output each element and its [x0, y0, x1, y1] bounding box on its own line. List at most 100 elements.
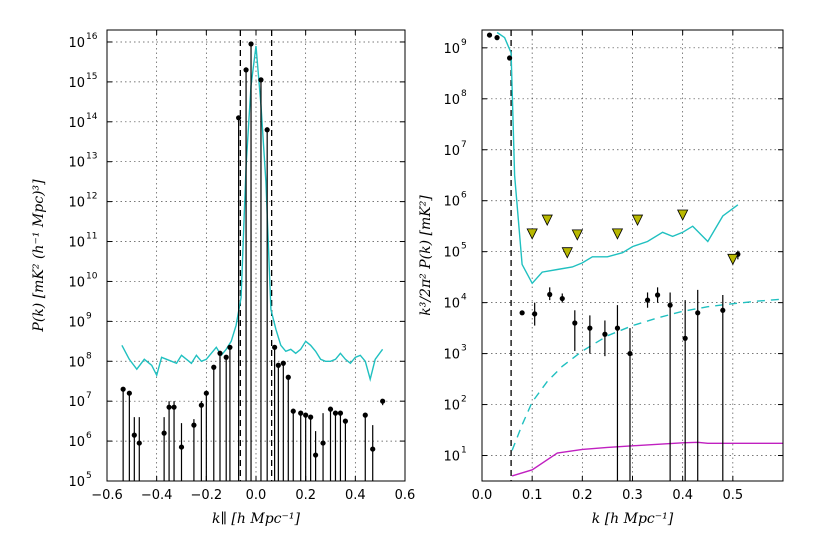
y-tick-exponent: 7 — [86, 391, 92, 401]
series-noise-dashed — [511, 298, 783, 451]
upper-limit-marker — [541, 214, 553, 226]
data-point — [298, 410, 304, 416]
data-point — [627, 350, 633, 357]
data-point — [380, 398, 386, 404]
data-point — [308, 414, 314, 420]
data-point — [547, 291, 553, 298]
x-tick-label: 0.6 — [395, 488, 416, 503]
y-tick-exponent: 1 — [461, 446, 467, 456]
data-point — [126, 390, 132, 396]
data-point — [198, 402, 204, 408]
data-point — [166, 404, 172, 410]
data-point — [272, 344, 278, 350]
data-point — [248, 41, 254, 47]
data-point — [258, 77, 264, 83]
data-point — [191, 422, 197, 428]
data-point — [572, 320, 578, 326]
data-point — [337, 410, 344, 416]
y-tick-label: 10 — [443, 297, 460, 312]
data-point — [506, 55, 513, 61]
y-axis-label: P(k) [mK² (h⁻¹ Mpc)³] — [31, 179, 47, 333]
upper-limit-marker — [727, 253, 739, 266]
y-tick-label: 10 — [68, 315, 85, 330]
y-tick-label: 10 — [68, 36, 85, 51]
upper-limit-marker — [561, 247, 573, 259]
x-tick-label: 0.2 — [572, 488, 593, 503]
data-point — [532, 311, 538, 317]
data-point — [203, 390, 209, 396]
y-tick-label: 10 — [68, 236, 85, 251]
x-tick-label: 0.3 — [622, 488, 643, 503]
y-tick-exponent: 7 — [461, 140, 467, 150]
series-theory — [511, 441, 783, 477]
data-point — [667, 302, 673, 308]
x-tick-label: −0.6 — [91, 488, 123, 503]
data-point — [559, 295, 565, 302]
y-tick-exponent: 11 — [86, 232, 97, 242]
upper-limit-marker — [571, 229, 583, 241]
plot-area — [120, 30, 386, 481]
x-tick-label: 0.1 — [522, 488, 543, 503]
y-tick-label: 10 — [68, 355, 85, 370]
data-point — [171, 404, 177, 410]
y-tick-exponent: 12 — [86, 192, 97, 202]
upper-limit-marker — [526, 228, 538, 240]
y-tick-label: 10 — [68, 196, 85, 211]
data-point — [303, 412, 309, 418]
left-panel-power-spectrum-kpar: −0.6 −0.4 −0.2 0.0 0.2 0.4 0.610 510 610 710 810 91… — [31, 29, 416, 527]
y-tick-exponent: 3 — [461, 344, 467, 354]
y-tick-exponent: 15 — [86, 72, 97, 82]
data-point — [285, 374, 291, 380]
data-point — [227, 344, 233, 350]
y-tick-exponent: 5 — [461, 242, 467, 252]
data-point — [313, 452, 319, 458]
y-tick-exponent: 9 — [461, 38, 467, 48]
data-point — [332, 410, 339, 416]
upper-limit-marker — [677, 209, 689, 221]
y-tick-label: 10 — [443, 144, 460, 159]
series-noise — [121, 45, 384, 382]
data-point — [280, 360, 286, 366]
x-tick-label: 0.4 — [345, 488, 366, 503]
data-point — [236, 115, 242, 121]
y-tick-exponent: 10 — [86, 271, 98, 281]
y-tick-exponent: 14 — [86, 112, 98, 122]
y-tick-label: 10 — [443, 399, 460, 414]
y-tick-label: 10 — [68, 395, 85, 410]
y-tick-label: 10 — [443, 195, 460, 210]
data-point — [644, 297, 651, 303]
x-tick-label: 0.0 — [246, 488, 267, 503]
y-tick-label: 10 — [443, 450, 460, 465]
y-tick-label: 10 — [68, 156, 85, 171]
data-point — [178, 444, 185, 450]
y-tick-label: 10 — [68, 475, 85, 490]
x-axis-label: k [h Mpc⁻¹] — [592, 511, 674, 527]
data-point — [587, 325, 593, 331]
plot-area — [486, 30, 783, 481]
data-point — [264, 127, 270, 133]
y-tick-exponent: 6 — [86, 431, 92, 441]
grid — [482, 30, 783, 481]
data-point — [342, 418, 348, 424]
data-point — [275, 362, 281, 368]
data-point — [243, 67, 249, 73]
data-point — [217, 350, 223, 356]
x-axis-label: k∥ [h Mpc⁻¹] — [212, 511, 300, 527]
data-point — [720, 307, 726, 313]
x-tick-label: 0.2 — [295, 488, 316, 503]
data-point — [682, 335, 688, 341]
y-tick-exponent: 8 — [86, 351, 92, 361]
x-tick-label: 0.0 — [472, 488, 493, 503]
right-panel-delta-squared: 0.0 0.1 0.2 0.3 0.4 0.510 110 210 310 410 510 610 71… — [418, 29, 784, 527]
data-point — [654, 292, 661, 298]
x-tick-label: −0.4 — [141, 488, 173, 503]
data-point — [362, 412, 368, 418]
y-axis-label: k³/2π² P(k) [mK²] — [418, 195, 434, 316]
y-tick-label: 10 — [68, 76, 85, 91]
y-tick-exponent: 2 — [461, 395, 467, 405]
data-point — [614, 325, 621, 331]
data-point — [602, 331, 608, 337]
y-tick-exponent: 8 — [461, 89, 467, 99]
data-point — [486, 32, 493, 38]
y-tick-label: 10 — [443, 348, 460, 363]
